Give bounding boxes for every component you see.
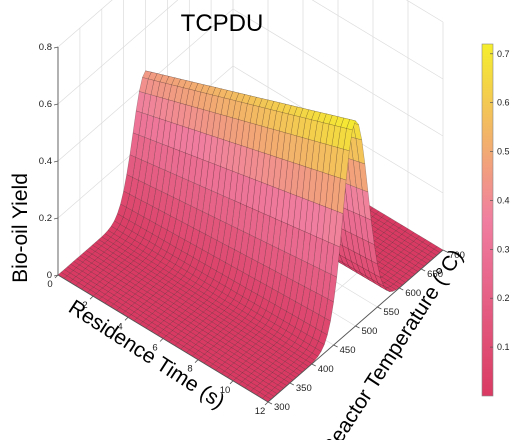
z-tick-label: 0 [47, 270, 52, 281]
z-tick-label: 0.8 [39, 42, 52, 53]
y-tick-mark [377, 306, 382, 310]
z-axis-ticks: 0 0.2 0.4 0.6 0.8 [39, 42, 59, 281]
y-tick-mark [420, 268, 426, 272]
x-tick-mark [264, 401, 269, 406]
y-tick-mark [333, 344, 338, 348]
y-tick-label: 600 [405, 288, 421, 299]
z-tick-label: 0.6 [39, 99, 52, 110]
x-tick-label: 6 [152, 343, 157, 354]
z-axis-label: Bio-oil Yield [9, 173, 32, 283]
x-tick-label: 8 [187, 364, 192, 375]
colorbar-tick-label: 0.7 [497, 49, 510, 59]
colorbar-tick-label: 0.5 [497, 147, 510, 157]
y-tick-mark [267, 401, 273, 405]
colorbar-gradient [481, 43, 494, 397]
z-tick-label: 0.2 [39, 213, 52, 224]
x-tick-mark [89, 295, 94, 300]
colorbar-tick-label: 0.6 [497, 98, 510, 108]
x-tick-mark [159, 338, 164, 342]
colorbar-tick-label: 0.4 [497, 195, 510, 205]
y-tick-mark [355, 325, 360, 329]
z-tick-label: 0.4 [39, 156, 52, 167]
y-axis-ticks: 300 350 400 450 500 550 600 650 700 [267, 249, 465, 413]
z-tick-mark [53, 217, 59, 220]
x-axis-ticks: 0 2 4 6 8 10 12 [47, 274, 269, 417]
y-tick-mark [311, 363, 316, 367]
z-tick-mark [53, 103, 59, 106]
z-tick-mark [53, 46, 59, 49]
x-tick-mark [124, 317, 129, 321]
y-tick-label: 550 [383, 307, 399, 318]
colorbar-tick-label: 0.1 [497, 342, 510, 352]
x-tick-label: 10 [220, 385, 231, 396]
y-tick-label: 650 [427, 269, 443, 280]
y-tick-label: 300 [274, 402, 290, 413]
surface-mesh [57, 70, 444, 403]
x-tick-label: 4 [117, 321, 122, 332]
y-tick-label: 350 [296, 383, 312, 394]
x-tick-mark [54, 274, 59, 279]
colorbar-tick-label: 0.2 [497, 293, 510, 303]
x-tick-mark [229, 380, 234, 385]
chart-title: TCPDU [181, 10, 264, 37]
y-tick-label: 450 [340, 345, 356, 356]
colorbar: 0.1 0.2 0.3 0.4 0.5 0.6 0.7 [481, 43, 510, 397]
y-tick-mark [442, 249, 448, 253]
z-tick-mark [53, 160, 59, 163]
y-tick-mark [399, 287, 404, 291]
x-tick-label: 2 [82, 300, 87, 311]
y-tick-label: 500 [362, 326, 378, 337]
x-tick-label: 0 [47, 279, 52, 290]
y-tick-label: 700 [449, 250, 465, 261]
colorbar-tick-label: 0.3 [497, 244, 510, 254]
y-tick-mark [289, 382, 295, 386]
x-tick-mark [194, 359, 199, 363]
x-tick-label: 12 [255, 406, 266, 417]
y-tick-label: 400 [318, 364, 334, 375]
